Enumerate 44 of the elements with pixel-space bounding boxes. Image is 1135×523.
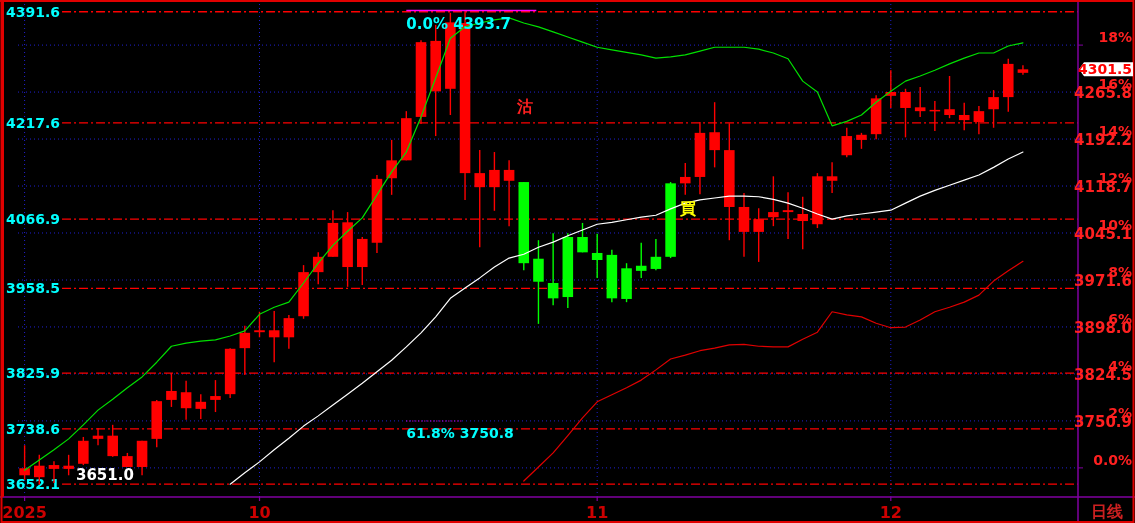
candlestick xyxy=(489,151,500,212)
ref-line-label: 3652.1 xyxy=(6,476,61,493)
y2-tick-label: 18% xyxy=(1098,29,1132,46)
ref-line-label: 3958.5 xyxy=(6,280,61,297)
candlestick xyxy=(577,222,588,254)
candlestick xyxy=(914,86,926,118)
candlestick xyxy=(635,242,647,279)
candlestick xyxy=(195,393,207,420)
candlestick xyxy=(679,162,691,196)
ref-line-label: 3825.9 xyxy=(6,365,61,382)
x-tick-label: 2025 xyxy=(2,503,47,522)
annotation: 3651.0 xyxy=(75,465,134,484)
candlestick xyxy=(533,239,544,325)
ref-line-label: 4066.9 xyxy=(6,211,61,228)
candlestick xyxy=(283,314,295,350)
ref-line-label: 4391.6 xyxy=(6,3,61,20)
ref-line-label: 4217.6 xyxy=(6,114,61,131)
x-tick-label: 10 xyxy=(248,503,271,522)
annotation: 買 xyxy=(679,199,696,218)
candlestick xyxy=(386,139,397,196)
candlestick xyxy=(650,238,662,271)
candlestick xyxy=(180,380,192,421)
candlestick xyxy=(547,232,559,307)
candlestick xyxy=(591,233,603,279)
candlestick xyxy=(78,436,89,466)
candlestick xyxy=(826,161,838,194)
x-tick-label: 11 xyxy=(586,503,609,522)
candlestick xyxy=(19,444,30,481)
y2-tick-label: 0.0% xyxy=(1093,451,1132,468)
candlestick xyxy=(268,310,280,363)
candlestick xyxy=(841,127,853,158)
candlestick xyxy=(1017,64,1029,76)
annotation: 沽 xyxy=(516,97,533,116)
ref-line-label: 3738.6 xyxy=(6,420,61,437)
candlestick xyxy=(210,379,221,413)
line-series xyxy=(523,260,1024,482)
candlestick xyxy=(63,454,74,476)
annotation: 61.8% 3750.8 xyxy=(406,425,514,441)
candlestick xyxy=(254,311,265,338)
candlestick xyxy=(944,75,955,119)
x-tick-label: 12 xyxy=(879,503,902,522)
text: 日线 xyxy=(1090,502,1123,521)
line-series xyxy=(229,151,1024,485)
candlestick xyxy=(239,325,251,376)
